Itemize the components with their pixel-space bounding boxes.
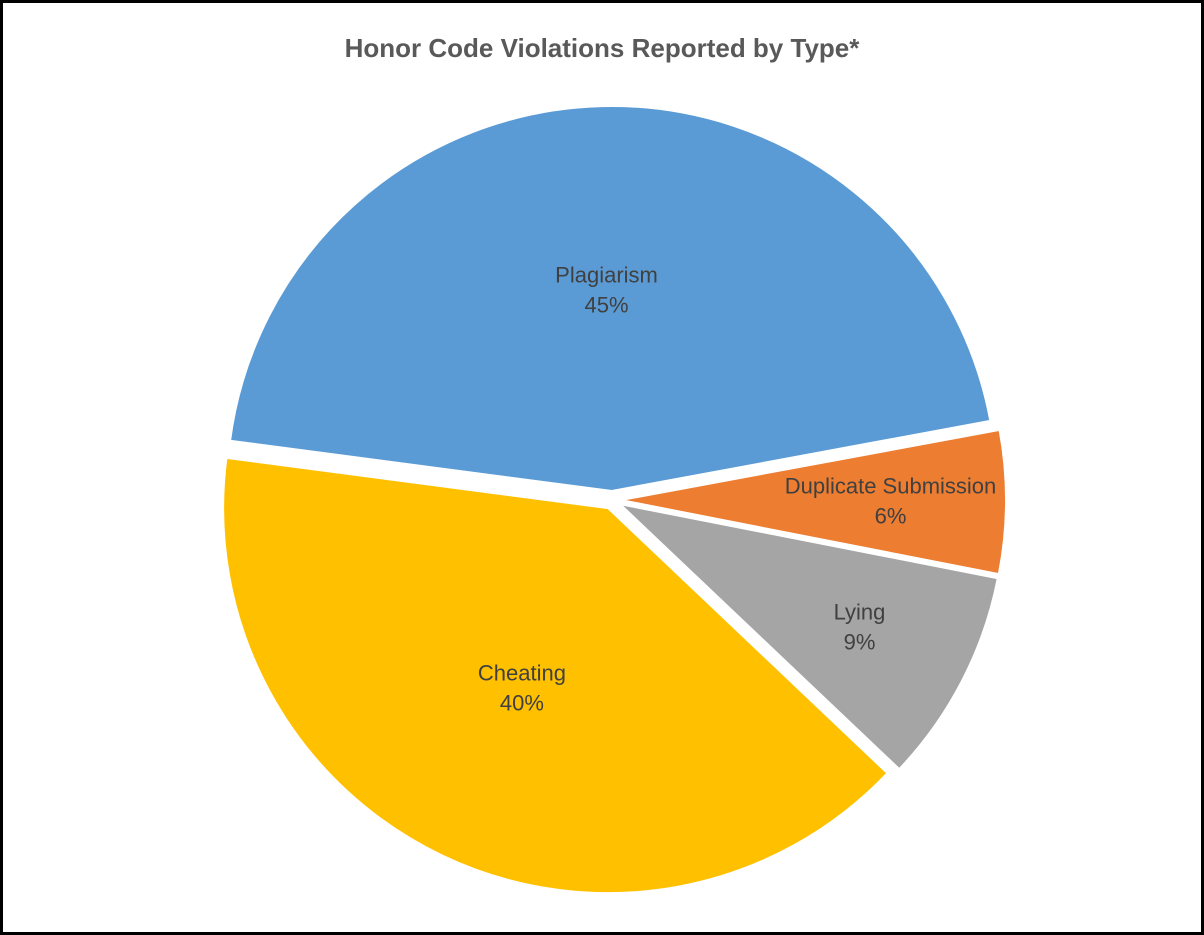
slice-value-label: 45% <box>585 293 629 318</box>
pie-slice <box>620 428 1007 576</box>
pie-slice <box>228 105 992 493</box>
slice-category-label: Plagiarism <box>555 263 658 288</box>
pie-slice <box>222 456 889 895</box>
chart-title: Honor Code Violations Reported by Type* <box>345 33 861 63</box>
slice-value-label: 40% <box>500 691 544 716</box>
slice-value-label: 9% <box>844 630 876 655</box>
slice-category-label: Cheating <box>478 661 566 686</box>
slice-value-label: 6% <box>875 503 907 528</box>
slice-category-label: Duplicate Submission <box>785 473 997 498</box>
slice-category-label: Lying <box>834 600 886 625</box>
pie-slice <box>616 502 999 771</box>
